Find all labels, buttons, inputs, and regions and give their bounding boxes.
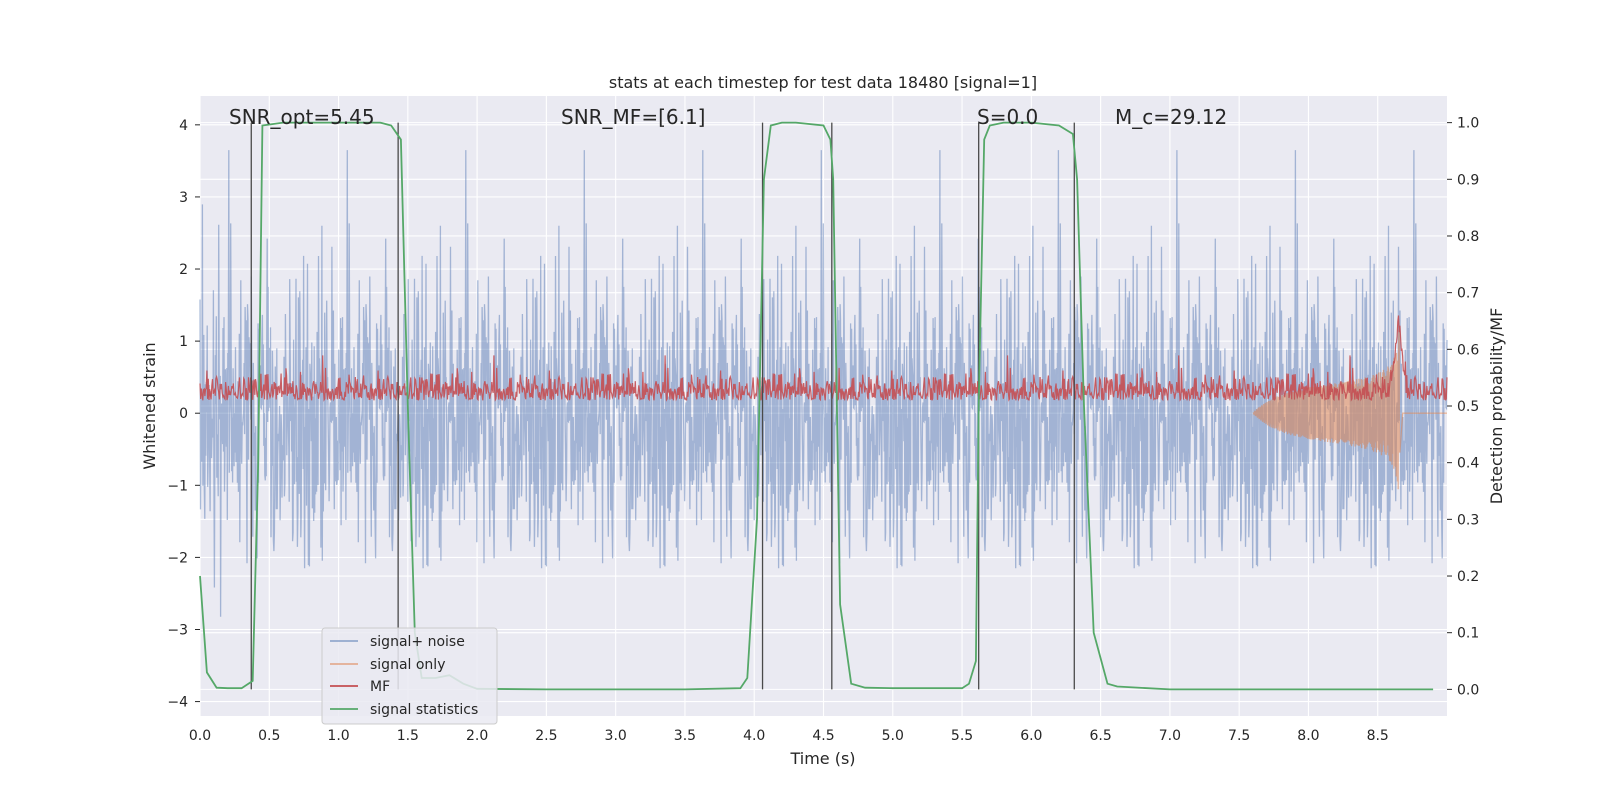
y2-tick-label: 0.0 xyxy=(1457,682,1479,698)
chart-title: stats at each timestep for test data 184… xyxy=(609,73,1037,92)
y2-axis-ticks: 1.0 0.9 0.8 0.7 0.6 0.5 0.4 0.3 0.2 0.1 0.0 xyxy=(1447,116,1479,698)
annotation-snr-opt: SNR_opt=5.45 xyxy=(229,105,375,129)
legend-label-mf: MF xyxy=(370,679,390,695)
x-tick-label: 4.5 xyxy=(812,728,834,744)
y-tick-label: −3 xyxy=(167,622,188,638)
x-tick-label: 5.0 xyxy=(882,728,904,744)
y-tick-label: 4 xyxy=(179,118,188,134)
legend-label-signal-statistics: signal statistics xyxy=(370,702,478,718)
legend-label-signal-noise: signal+ noise xyxy=(370,634,465,650)
y2-tick-label: 0.6 xyxy=(1457,342,1479,358)
x-tick-label: 6.0 xyxy=(1020,728,1042,744)
x-tick-label: 3.0 xyxy=(605,728,627,744)
y-axis-ticks: 4 3 2 1 0 −1 −2 −3 −4 xyxy=(167,118,200,711)
x-tick-label: 1.5 xyxy=(397,728,419,744)
y2-axis-label: Detection probability/MF xyxy=(1487,308,1506,505)
annotation-mc-value: M_c=29.12 xyxy=(1115,105,1227,129)
annotation-s-value: S=0.0 xyxy=(977,105,1038,129)
y-tick-label: 2 xyxy=(179,262,188,278)
y-axis-label: Whitened strain xyxy=(140,342,159,469)
y-tick-label: 0 xyxy=(179,406,188,422)
x-tick-label: 0.5 xyxy=(258,728,280,744)
y-tick-label: −1 xyxy=(167,478,188,494)
x-tick-label: 4.0 xyxy=(743,728,765,744)
y2-tick-label: 0.7 xyxy=(1457,286,1479,302)
signal-statistics-series xyxy=(199,121,1434,691)
y2-tick-label: 0.9 xyxy=(1457,172,1479,188)
x-tick-label: 0.0 xyxy=(189,728,211,744)
x-tick-label: 6.5 xyxy=(1089,728,1111,744)
y2-tick-label: 0.4 xyxy=(1457,456,1479,472)
legend-box xyxy=(321,627,498,725)
legend: signal+ noise signal only MF signal stat… xyxy=(321,627,498,725)
y2-tick-label: 0.1 xyxy=(1457,626,1479,642)
x-tick-label: 2.5 xyxy=(535,728,557,744)
y2-tick-label: 0.2 xyxy=(1457,569,1479,585)
x-tick-label: 2.0 xyxy=(466,728,488,744)
y2-tick-label: 0.5 xyxy=(1457,399,1479,415)
x-tick-label: 1.0 xyxy=(327,728,349,744)
x-axis-label: Time (s) xyxy=(789,749,855,768)
y2-tick-label: 0.8 xyxy=(1457,229,1479,245)
x-tick-label: 8.0 xyxy=(1297,728,1319,744)
signal-statistics-line xyxy=(199,121,1434,691)
y-tick-label: −2 xyxy=(167,550,188,566)
x-tick-label: 7.5 xyxy=(1228,728,1250,744)
y-tick-label: −4 xyxy=(167,695,188,711)
y2-tick-label: 1.0 xyxy=(1457,116,1479,132)
x-tick-label: 3.5 xyxy=(674,728,696,744)
x-tick-label: 7.0 xyxy=(1159,728,1181,744)
x-tick-label: 8.5 xyxy=(1367,728,1389,744)
x-axis-ticks: 0.0 0.5 1.0 1.5 2.0 2.5 3.0 3.5 4.0 4.5 5.0 5.5 6.0 6… xyxy=(189,728,1389,744)
annotation-snr-mf: SNR_MF=[6.1] xyxy=(561,105,705,129)
y-tick-label: 3 xyxy=(179,190,188,206)
y2-tick-label: 0.3 xyxy=(1457,512,1479,528)
x-tick-label: 5.5 xyxy=(951,728,973,744)
legend-label-signal-only: signal only xyxy=(370,657,445,673)
y-tick-label: 1 xyxy=(179,334,188,350)
